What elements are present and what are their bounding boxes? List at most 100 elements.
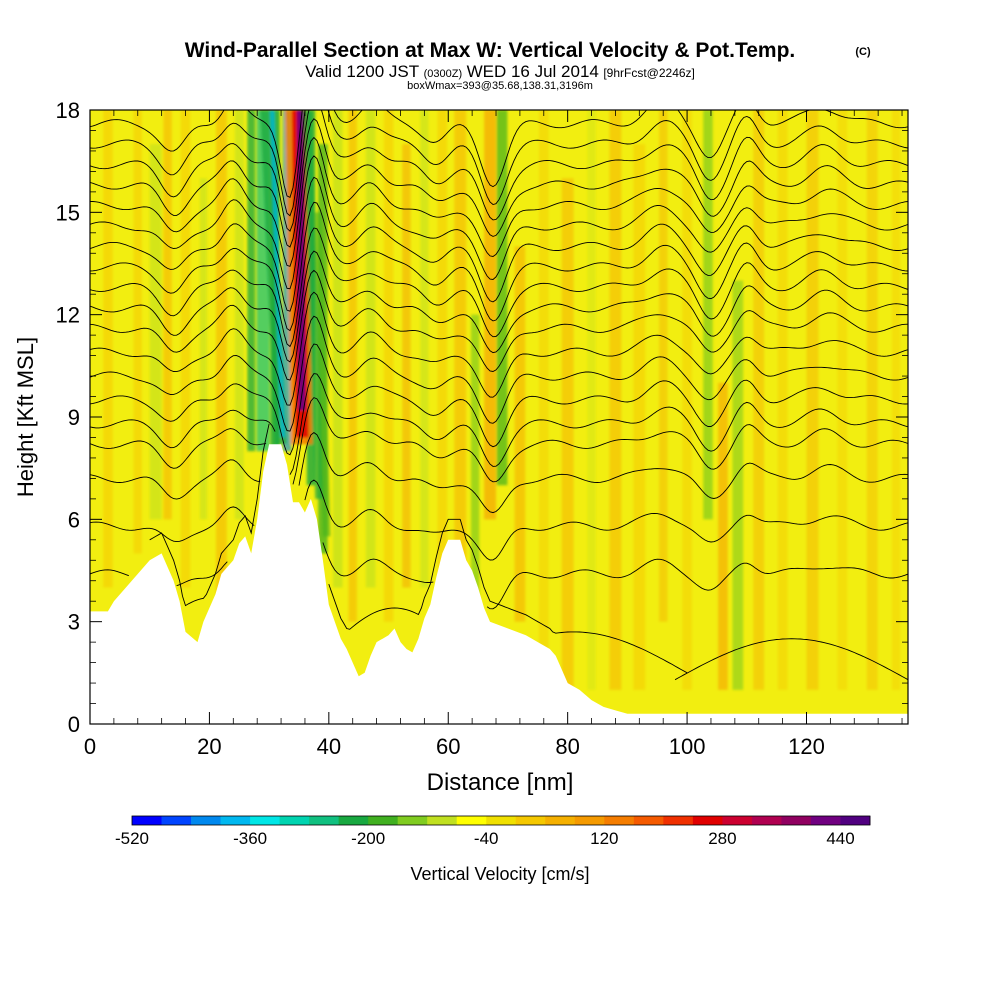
velocity-streak (180, 110, 191, 588)
theta-contour (90, 201, 908, 332)
colorbar-swatch (309, 816, 340, 825)
theta-contour (90, 118, 908, 248)
theta-contour-low (149, 423, 270, 607)
theta-contour (90, 343, 908, 456)
velocity-streak (732, 280, 744, 690)
colorbar-swatch (368, 816, 399, 825)
velocity-streak (659, 110, 668, 622)
valid-date: WED 16 Jul 2014 (467, 62, 599, 81)
colorbar-tick-label: -40 (474, 829, 499, 848)
velocity-streak (496, 110, 508, 486)
terrain-mask (90, 444, 908, 724)
colorbar-tick-label: 120 (590, 829, 618, 848)
theta-contour (90, 373, 908, 475)
x-tick-label: 60 (436, 734, 460, 759)
velocity-streak (587, 110, 596, 690)
theta-contour-low (674, 638, 908, 681)
velocity-streak (348, 110, 357, 622)
valid-fcst: [9hrFcst@2246z] (603, 66, 695, 80)
velocity-streak (215, 110, 227, 622)
valid-z: (0300Z) (424, 68, 463, 80)
theta-contour (90, 155, 908, 290)
velocity-streak (777, 110, 788, 690)
theta-contour (90, 269, 908, 381)
theta-contour (90, 432, 908, 514)
theta-contour (90, 136, 908, 267)
theta-contour (90, 479, 908, 561)
velocity-streak (199, 178, 208, 520)
velocity-streak (561, 178, 574, 690)
velocity-streak (365, 110, 376, 588)
colorbar-swatch (456, 816, 487, 825)
velocity-streak (806, 110, 819, 690)
velocity-streak (149, 144, 162, 520)
colorbar-tick-label: -200 (351, 829, 385, 848)
y-tick-label: 15 (56, 200, 80, 225)
velocity-streak (420, 110, 429, 588)
box-line: boxWmax=393@35.68,138.31,3196m (407, 80, 593, 92)
colorbar-swatch (132, 816, 162, 825)
theta-contour-low (459, 519, 688, 674)
theta-contour (90, 250, 908, 363)
x-tick-label: 100 (669, 734, 706, 759)
velocity-streak (103, 110, 113, 588)
theta-contour (90, 315, 908, 432)
theta-contour (90, 397, 908, 485)
theta-contour (90, 291, 908, 406)
theta-contour (90, 110, 908, 232)
velocity-streak (282, 110, 292, 452)
colorbar-swatch (161, 816, 192, 825)
theta-contour (90, 176, 908, 312)
x-tick-label: 80 (555, 734, 579, 759)
colorbar-tick-label: 280 (708, 829, 736, 848)
y-tick-label: 9 (68, 405, 80, 430)
theta-contour (90, 110, 908, 217)
y-tick-label: 18 (56, 98, 80, 123)
y-tick-label: 6 (68, 507, 80, 532)
chart-subtitle: Valid 1200 JST (0300Z) WED 16 Jul 2014 [… (305, 62, 695, 81)
colorbar-swatch (250, 816, 280, 825)
velocity-streak (633, 144, 646, 690)
chart-title: Wind-Parallel Section at Max W: Vertical… (185, 39, 796, 62)
colorbar-frame (131, 815, 871, 826)
colorbar-swatch (515, 816, 546, 825)
y-tick-label: 0 (68, 712, 80, 737)
velocity-streak (247, 110, 256, 452)
velocity-streak (753, 110, 765, 690)
colorbar-tick-label: 440 (826, 829, 854, 848)
colorbar-swatch (810, 816, 841, 825)
x-tick-label: 0 (84, 734, 96, 759)
axes: 0 20 40 60 80 100 120 0 3 6 9 12 15 18 (56, 98, 908, 759)
chart-title-text: Wind-Parallel Section at Max W: Vertical… (185, 39, 796, 62)
theta-contour (90, 110, 908, 199)
downdraft-right-outer (313, 212, 331, 537)
colorbar-swatch (840, 816, 871, 825)
velocity-streak (539, 110, 549, 656)
velocity-streak (514, 246, 526, 622)
velocity-streak (470, 314, 480, 622)
chart-title-mark: (C) (855, 46, 871, 58)
theta-contour (90, 542, 908, 610)
velocity-streak (891, 110, 901, 690)
colorbar-swatch (574, 816, 605, 825)
velocity-streak (437, 110, 448, 588)
velocity-streak (837, 110, 848, 690)
colorbar-swatch (338, 816, 369, 825)
x-tick-label: 20 (197, 734, 221, 759)
colorbar-swatch (751, 816, 782, 825)
colorbar-swatch (279, 816, 310, 825)
x-tick-label: 40 (317, 734, 341, 759)
colorbar-swatch (692, 816, 723, 825)
velocity-streak (484, 110, 497, 520)
y-tick-label: 12 (56, 303, 80, 328)
colorbar-label: Vertical Velocity [cm/s] (410, 864, 589, 884)
theta-contour (90, 227, 908, 348)
x-axis-label: Distance [nm] (427, 769, 574, 796)
colorbar-swatch (220, 816, 251, 825)
colorbar-swatch (633, 816, 664, 825)
colorbar-swatch (427, 816, 458, 825)
colorbar-swatch (397, 816, 428, 825)
velocity-streak (163, 110, 172, 520)
y-axis-label: Height [Kft MSL] (13, 337, 38, 497)
